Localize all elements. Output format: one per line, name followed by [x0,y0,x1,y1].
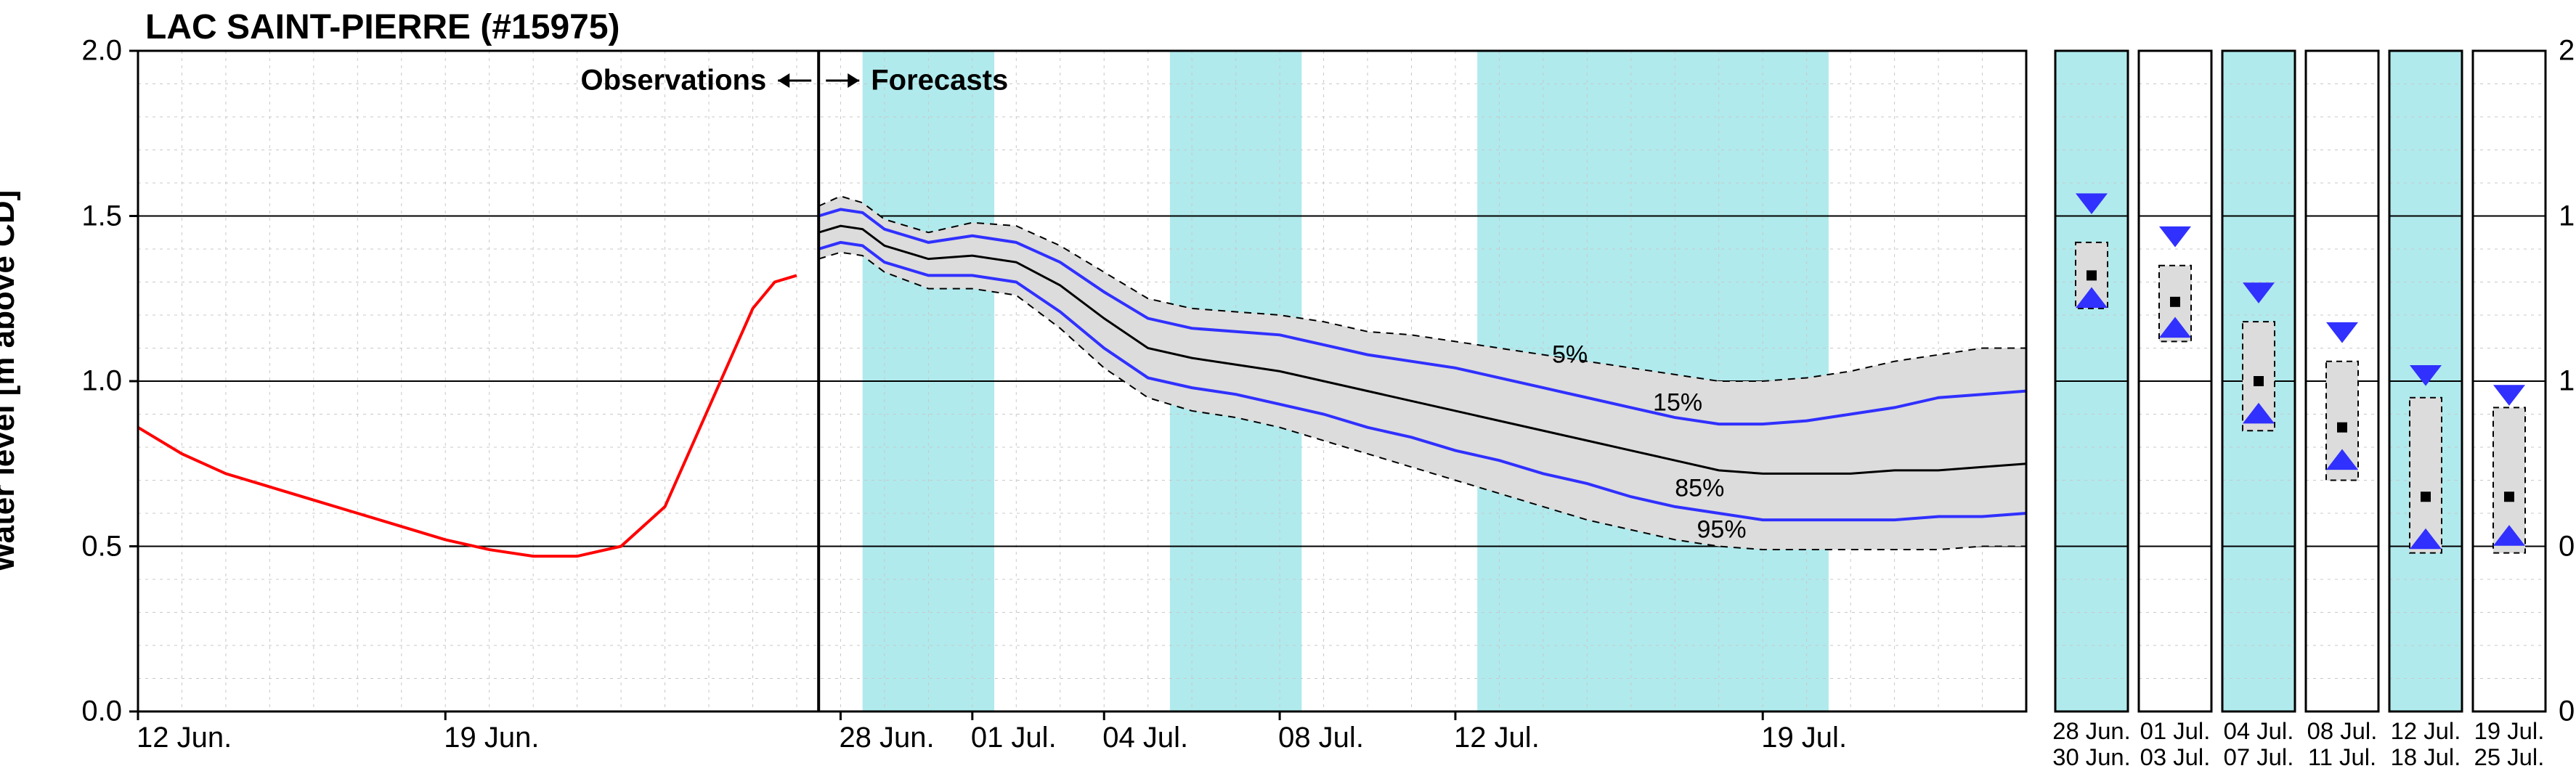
y-tick-label-left: 0.0 [81,695,122,728]
panel-label-bottom: 03 Jul. [2140,743,2211,771]
x-tick-label: 12 Jun. [137,722,232,754]
x-tick-label: 04 Jul. [1102,722,1188,754]
forecasts-label: Forecasts [871,64,1008,97]
x-tick-label: 28 Jun. [839,722,934,754]
x-tick-label: 08 Jul. [1278,722,1364,754]
panel-label-top: 28 Jun. [2052,717,2131,745]
percentile-label: 95% [1697,515,1747,544]
y-tick-label-right: 0.0 [2559,695,2576,728]
summary-panel [2473,51,2545,711]
panel-label-bottom: 07 Jul. [2224,743,2294,771]
panel-label-top: 19 Jul. [2474,717,2545,745]
y-tick-label-right: 1.5 [2559,200,2576,232]
panel-label-bottom: 30 Jun. [2052,743,2131,771]
summary-panel [2055,51,2128,711]
percentile-label: 15% [1653,388,1702,417]
x-tick-label: 19 Jul. [1761,722,1847,754]
panel-label-bottom: 25 Jul. [2474,743,2545,771]
panel-label-top: 08 Jul. [2307,717,2378,745]
percentile-label: 5% [1552,340,1588,369]
x-tick-label: 19 Jun. [444,722,539,754]
y-axis-label: Water level [m above CD] [0,190,22,573]
main-plot-area [138,51,2026,711]
y-tick-label-left: 1.0 [81,365,122,398]
y-tick-label-left: 2.0 [81,35,122,68]
panel-label-top: 04 Jul. [2224,717,2294,745]
main-plot-svg [138,51,2026,711]
x-tick-label: 01 Jul. [971,722,1057,754]
y-tick-label-left: 1.5 [81,200,122,232]
summary-panel [2389,51,2462,711]
x-tick-label: 12 Jul. [1454,722,1540,754]
water-level-forecast-chart: LAC SAINT-PIERRE (#15975) Water level [m… [0,0,2576,771]
summary-panel [2306,51,2378,711]
percentile-label: 85% [1675,474,1724,502]
panel-label-top: 01 Jul. [2140,717,2211,745]
chart-title: LAC SAINT-PIERRE (#15975) [145,7,620,47]
summary-panel [2222,51,2295,711]
y-tick-label-right: 1.0 [2559,365,2576,398]
panel-label-bottom: 18 Jul. [2391,743,2461,771]
summary-panel [2139,51,2211,711]
y-tick-label-right: 0.5 [2559,530,2576,563]
y-tick-label-left: 0.5 [81,530,122,563]
observations-label: Observations [581,64,767,97]
panel-label-bottom: 11 Jul. [2308,743,2376,771]
y-tick-label-right: 2.0 [2559,35,2576,68]
panel-label-top: 12 Jul. [2391,717,2461,745]
